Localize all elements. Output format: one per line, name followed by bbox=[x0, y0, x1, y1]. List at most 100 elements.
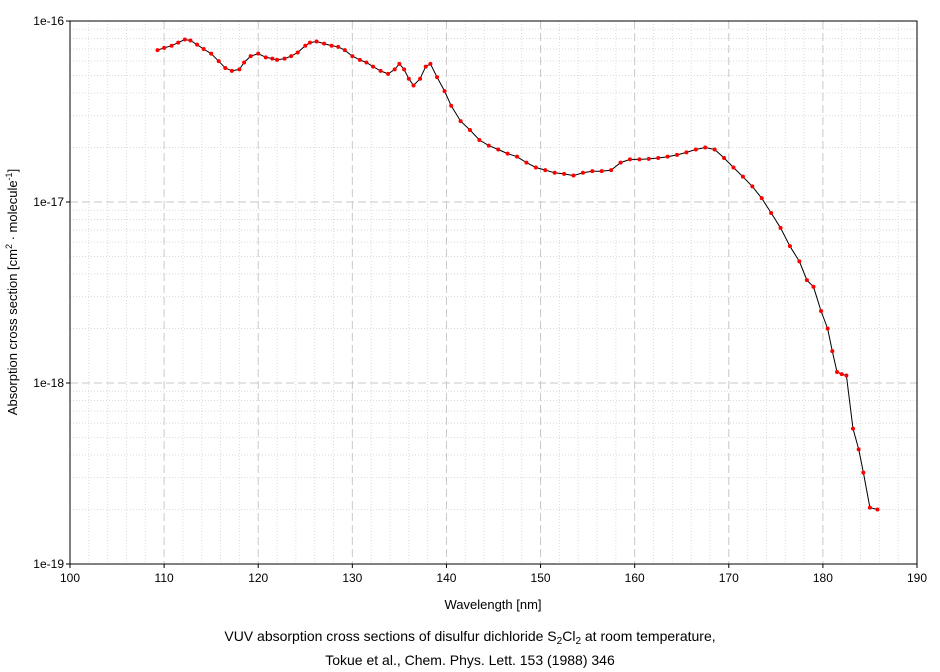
data-point bbox=[750, 184, 755, 189]
data-point bbox=[467, 127, 472, 132]
data-point bbox=[307, 40, 312, 45]
data-point bbox=[552, 170, 557, 175]
data-point bbox=[543, 168, 548, 173]
data-point bbox=[825, 326, 830, 331]
data-point bbox=[769, 210, 774, 215]
y-tick-label: 1e-17 bbox=[33, 195, 64, 209]
data-point bbox=[590, 169, 595, 174]
data-point bbox=[289, 54, 294, 59]
data-point bbox=[787, 244, 792, 249]
data-point bbox=[830, 349, 835, 354]
caption-line-2: Tokue et al., Chem. Phys. Lett. 153 (198… bbox=[325, 652, 615, 668]
data-point bbox=[423, 64, 428, 69]
plot-frame bbox=[69, 20, 918, 565]
data-point bbox=[314, 39, 319, 44]
chart: 100 110 120 130 140 150 160 170 180 190 1e-191e-1… bbox=[4, 14, 927, 612]
x-tick-label: 190 bbox=[907, 571, 927, 585]
data-point bbox=[580, 170, 585, 175]
data-point bbox=[684, 150, 689, 155]
x-axis-ticks: 100 110 120 130 140 150 160 170 180 190 bbox=[60, 564, 927, 585]
data-point bbox=[371, 64, 376, 69]
data-point bbox=[418, 76, 423, 81]
data-point bbox=[357, 57, 362, 62]
data-point bbox=[295, 50, 300, 55]
data-point bbox=[195, 42, 200, 47]
data-point bbox=[322, 41, 327, 46]
data-point bbox=[263, 55, 268, 60]
data-point bbox=[329, 43, 334, 48]
data-point bbox=[242, 60, 247, 65]
data-point bbox=[442, 89, 447, 94]
data-point bbox=[270, 56, 275, 61]
data-point bbox=[646, 156, 651, 161]
x-tick-label: 180 bbox=[813, 571, 833, 585]
data-point bbox=[844, 373, 849, 378]
data-point bbox=[378, 68, 383, 73]
data-point bbox=[759, 196, 764, 201]
data-point bbox=[867, 505, 872, 510]
y-tick-label: 1e-16 bbox=[33, 14, 64, 28]
data-point bbox=[209, 51, 214, 56]
x-tick-label: 120 bbox=[248, 571, 268, 585]
data-point bbox=[256, 51, 261, 56]
data-point bbox=[477, 138, 482, 143]
data-point bbox=[397, 61, 402, 66]
data-point bbox=[435, 75, 440, 80]
data-point bbox=[637, 157, 642, 162]
data-point bbox=[169, 43, 174, 48]
data-point bbox=[364, 60, 369, 65]
data-point bbox=[350, 54, 355, 59]
data-point bbox=[496, 147, 501, 152]
data-point bbox=[229, 68, 234, 73]
data-point bbox=[176, 40, 181, 45]
data-point bbox=[656, 156, 661, 161]
data-point bbox=[819, 308, 824, 313]
data-point bbox=[223, 65, 228, 70]
data-point bbox=[524, 160, 529, 165]
data-point bbox=[778, 225, 783, 230]
data-point bbox=[712, 147, 717, 152]
data-point bbox=[609, 168, 614, 173]
data-point bbox=[797, 259, 802, 264]
data-point bbox=[851, 426, 856, 431]
data-point bbox=[392, 67, 397, 72]
data-point bbox=[237, 67, 242, 72]
grid bbox=[70, 21, 917, 564]
data-point bbox=[182, 37, 187, 42]
data-point bbox=[201, 47, 206, 52]
data-point bbox=[599, 169, 604, 174]
x-tick-label: 170 bbox=[719, 571, 739, 585]
data-point bbox=[571, 173, 576, 178]
data-point bbox=[155, 48, 160, 53]
data-point bbox=[342, 48, 347, 53]
data-point bbox=[835, 370, 840, 375]
data-point bbox=[505, 151, 510, 156]
x-tick-label: 150 bbox=[531, 571, 551, 585]
data-point bbox=[449, 103, 454, 108]
data-point bbox=[406, 76, 411, 81]
plot-background bbox=[70, 21, 917, 564]
y-axis-label: Absorption cross section [cm2 · molecule… bbox=[4, 169, 20, 415]
data-point bbox=[665, 154, 670, 159]
data-point bbox=[703, 145, 708, 150]
data-point bbox=[675, 152, 680, 157]
data-point bbox=[303, 43, 308, 48]
data-point bbox=[861, 470, 866, 475]
data-point bbox=[486, 143, 491, 148]
x-tick-label: 110 bbox=[155, 571, 174, 585]
x-tick-label: 140 bbox=[436, 571, 456, 585]
data-point bbox=[811, 284, 816, 289]
caption-line-1: VUV absorption cross sections of disulfu… bbox=[224, 628, 716, 647]
data-point bbox=[839, 372, 844, 377]
data-point bbox=[428, 61, 433, 66]
x-tick-label: 160 bbox=[625, 571, 645, 585]
data-point bbox=[533, 165, 538, 170]
x-tick-label: 130 bbox=[342, 571, 362, 585]
data-point bbox=[515, 154, 520, 159]
y-tick-label: 1e-18 bbox=[33, 376, 64, 390]
data-point bbox=[722, 156, 727, 161]
data-point bbox=[627, 157, 632, 162]
data-point bbox=[282, 56, 287, 61]
data-point bbox=[248, 54, 253, 59]
data-point bbox=[336, 44, 341, 49]
